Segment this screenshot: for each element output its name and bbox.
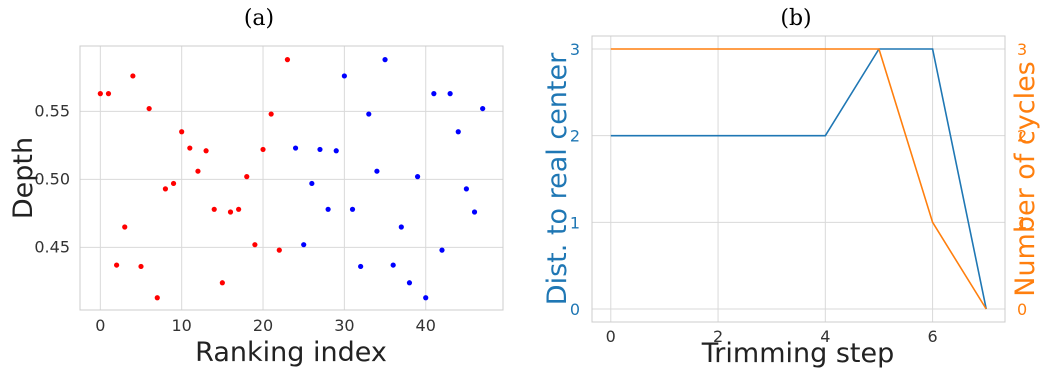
panel-b-x-ticks: 0 2 4 6 xyxy=(606,327,938,346)
panel-b-right-y-tick-label: 0 xyxy=(1017,300,1027,319)
panel-b-x-tick-label: 6 xyxy=(927,327,937,346)
panel-b-right-y-label: Number of cycles xyxy=(1010,61,1041,297)
panel-a-x-ticks: 0 10 20 30 40 xyxy=(95,316,436,335)
panel-a-point xyxy=(122,224,128,230)
panel-a-point xyxy=(195,168,201,174)
panel-a-point xyxy=(138,263,144,270)
panel-a-point xyxy=(358,263,364,270)
panel-a-point xyxy=(97,91,103,97)
panel-a-point xyxy=(317,146,323,153)
panel-a-point xyxy=(244,174,250,180)
panel-a-point xyxy=(203,148,209,154)
panel-a-point xyxy=(382,57,388,63)
panel-a-x-tick-label: 20 xyxy=(253,316,273,335)
panel-b-frame xyxy=(591,35,1006,323)
panel-b-right-y-ticks: 0 1 2 3 xyxy=(1017,40,1027,319)
panel-b-x-tick-label: 2 xyxy=(713,327,723,346)
panel-a-point xyxy=(114,262,120,268)
panel-b-left-y-ticks: 0 1 2 3 xyxy=(570,40,580,319)
panel-b-right-y-tick-label: 1 xyxy=(1017,213,1027,232)
panel-b-x-tick-label: 4 xyxy=(820,327,830,346)
panel-b-lines xyxy=(610,48,988,310)
panel-a-x-tick-label: 40 xyxy=(416,316,436,335)
panel-b-left-y-tick-label: 1 xyxy=(570,213,580,232)
panel-b-x-tick-label: 0 xyxy=(606,327,616,346)
panel-a-point xyxy=(309,180,315,187)
panel-a-point xyxy=(211,206,217,212)
panel-a-point xyxy=(219,280,225,286)
panel-a-point xyxy=(276,247,282,253)
panel-a-title: (a) xyxy=(244,6,274,31)
panel-b-grid xyxy=(592,36,1005,322)
panel-a-point xyxy=(341,73,347,79)
panel-a-point xyxy=(301,242,307,248)
panel-a-frame xyxy=(79,45,504,311)
panel-a-point xyxy=(325,206,331,212)
panel-a-point xyxy=(284,57,291,63)
panel-a-point xyxy=(414,174,421,180)
panel-a: (a) 0 10 20 30 40 0.45 0.50 0.55 Ranking index… xyxy=(8,6,504,368)
panel-a-point xyxy=(146,105,152,112)
panel-a-point xyxy=(227,209,234,215)
panel-a-y-label: Depth xyxy=(8,137,39,219)
panel-b-left-y-label: Dist. to real center xyxy=(542,52,573,305)
panel-b-distance-line xyxy=(610,48,988,310)
panel-b: (b) 0 2 4 6 0 1 2 3 0 1 2 3 Trimming step Dist. t… xyxy=(542,6,1041,369)
panel-a-point xyxy=(292,145,299,151)
panel-a-point xyxy=(154,295,160,301)
panel-a-point xyxy=(390,262,396,268)
panel-a-point xyxy=(366,111,372,117)
panel-a-point xyxy=(105,91,112,97)
panel-a-point xyxy=(423,295,429,301)
panel-a-points xyxy=(97,57,486,301)
panel-b-left-y-tick-label: 0 xyxy=(570,300,580,319)
panel-a-point xyxy=(236,206,242,212)
panel-b-x-label: Trimming step xyxy=(701,338,894,369)
panel-a-point xyxy=(439,247,445,253)
panel-a-x-tick-label: 10 xyxy=(172,316,192,335)
panel-a-y-tick-label: 0.45 xyxy=(34,237,70,256)
panel-a-point xyxy=(463,186,469,192)
panel-a-y-tick-label: 0.50 xyxy=(34,169,70,188)
panel-a-point xyxy=(179,129,185,135)
panel-a-point xyxy=(398,224,404,230)
panel-a-point xyxy=(268,111,274,117)
panel-a-x-tick-label: 0 xyxy=(95,316,105,335)
panel-a-point xyxy=(333,148,339,154)
panel-a-x-tick-label: 30 xyxy=(334,316,354,335)
panel-a-y-ticks: 0.45 0.50 0.55 xyxy=(34,101,70,256)
panel-a-point xyxy=(480,105,486,112)
panel-a-grid xyxy=(80,46,503,310)
panel-b-right-y-tick-label: 3 xyxy=(1017,40,1027,59)
panel-a-point xyxy=(374,168,380,174)
panel-a-point xyxy=(252,242,258,248)
panel-b-left-y-tick-label: 2 xyxy=(570,127,580,146)
panel-a-point xyxy=(170,180,177,187)
panel-b-right-y-tick-label: 2 xyxy=(1017,127,1027,146)
panel-b-cycles-line xyxy=(610,48,987,310)
panel-a-point xyxy=(187,145,193,151)
panel-a-x-label: Ranking index xyxy=(195,337,387,368)
panel-a-point xyxy=(447,91,453,97)
panel-a-point xyxy=(455,129,461,135)
panel-a-point xyxy=(431,91,437,97)
panel-a-point xyxy=(162,186,169,192)
panel-b-left-y-tick-label: 3 xyxy=(570,40,580,59)
panel-a-y-tick-label: 0.55 xyxy=(34,101,70,120)
panel-a-point xyxy=(406,280,413,286)
panel-a-point xyxy=(471,209,478,215)
panel-a-point xyxy=(130,73,136,79)
panel-a-point xyxy=(349,206,356,212)
panel-a-point xyxy=(260,146,266,153)
panel-b-title: (b) xyxy=(780,6,811,31)
